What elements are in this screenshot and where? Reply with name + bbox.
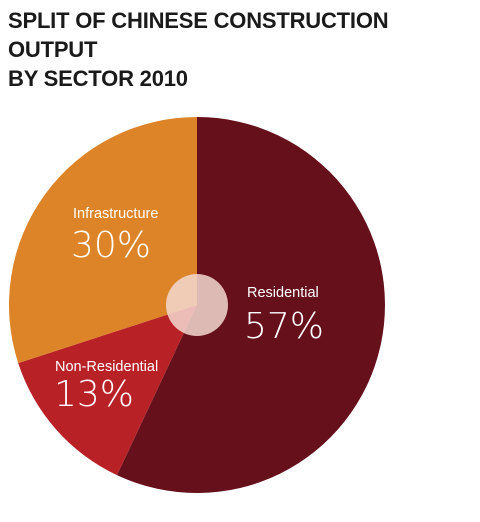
pie-slice-infrastructure (8, 116, 197, 364)
chart-title: SPLIT OF CHINESE CONSTRUCTION OUTPUT BY … (8, 6, 474, 93)
title-line-2: BY SECTOR 2010 (8, 66, 188, 91)
value-infrastructure: 30% (71, 225, 151, 266)
pie-labels: Residential 57% Non-Residential 13% Infr… (54, 206, 324, 415)
value-non-residential: 13% (54, 374, 134, 415)
pie-slice-residential (116, 117, 385, 493)
pie-slice-non-residential (18, 305, 198, 476)
pie-center-circle (166, 274, 228, 336)
label-non-residential: Non-Residential (55, 359, 158, 375)
title-line-1: SPLIT OF CHINESE CONSTRUCTION OUTPUT (8, 8, 389, 62)
label-residential: Residential (247, 285, 319, 301)
pie-slices (8, 116, 385, 493)
value-residential: 57% (244, 306, 324, 347)
label-infrastructure: Infrastructure (73, 206, 158, 222)
